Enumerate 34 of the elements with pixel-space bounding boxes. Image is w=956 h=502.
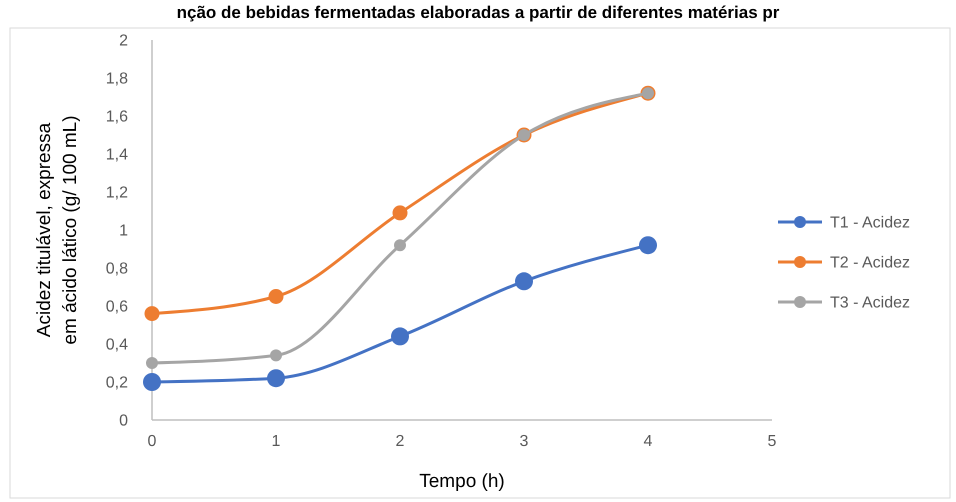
y-tick-label: 1,4 xyxy=(106,146,128,164)
x-tick-label: 3 xyxy=(520,433,529,450)
x-tick-label: 4 xyxy=(644,433,653,450)
point xyxy=(394,239,406,252)
point xyxy=(143,373,161,391)
point xyxy=(146,357,158,369)
point xyxy=(270,349,282,362)
point xyxy=(391,327,409,346)
y-tick-label: 0 xyxy=(119,412,128,430)
y-tick-label: 1 xyxy=(119,222,128,240)
y-tick-label: 2 xyxy=(119,32,128,50)
x-tick-label: 2 xyxy=(396,433,405,450)
y-tick-label: 0,6 xyxy=(106,298,128,316)
x-tick-label: 1 xyxy=(272,433,281,450)
point xyxy=(267,369,285,388)
legend-label: T1 - Acidez xyxy=(830,214,910,232)
point xyxy=(392,205,408,220)
y-tick-label: 0,8 xyxy=(106,260,128,278)
x-tick-label: 5 xyxy=(768,433,777,450)
y-tick-label: 1,8 xyxy=(106,70,128,88)
point xyxy=(268,289,284,304)
x-tick-label: 0 xyxy=(148,433,157,450)
x-axis-title: Tempo (h) xyxy=(419,471,505,492)
y-tick-label: 1,2 xyxy=(106,184,128,202)
point xyxy=(639,236,657,254)
y-tick-label: 1,6 xyxy=(106,108,128,126)
chart-title: nção de bebidas fermentadas elaboradas a partir de diferentes matérias pr xyxy=(176,3,780,22)
point xyxy=(144,306,160,322)
y-axis-title: Acidez titulável, expressa em ácido lático (g/ 100 mL) xyxy=(34,115,81,345)
legend-label: T2 - Acidez xyxy=(830,254,910,272)
point xyxy=(515,272,533,290)
y-tick-label: 0,2 xyxy=(106,374,128,392)
y-tick-label: 0,4 xyxy=(106,336,128,354)
legend-label: T3 - Acidez xyxy=(830,294,910,312)
